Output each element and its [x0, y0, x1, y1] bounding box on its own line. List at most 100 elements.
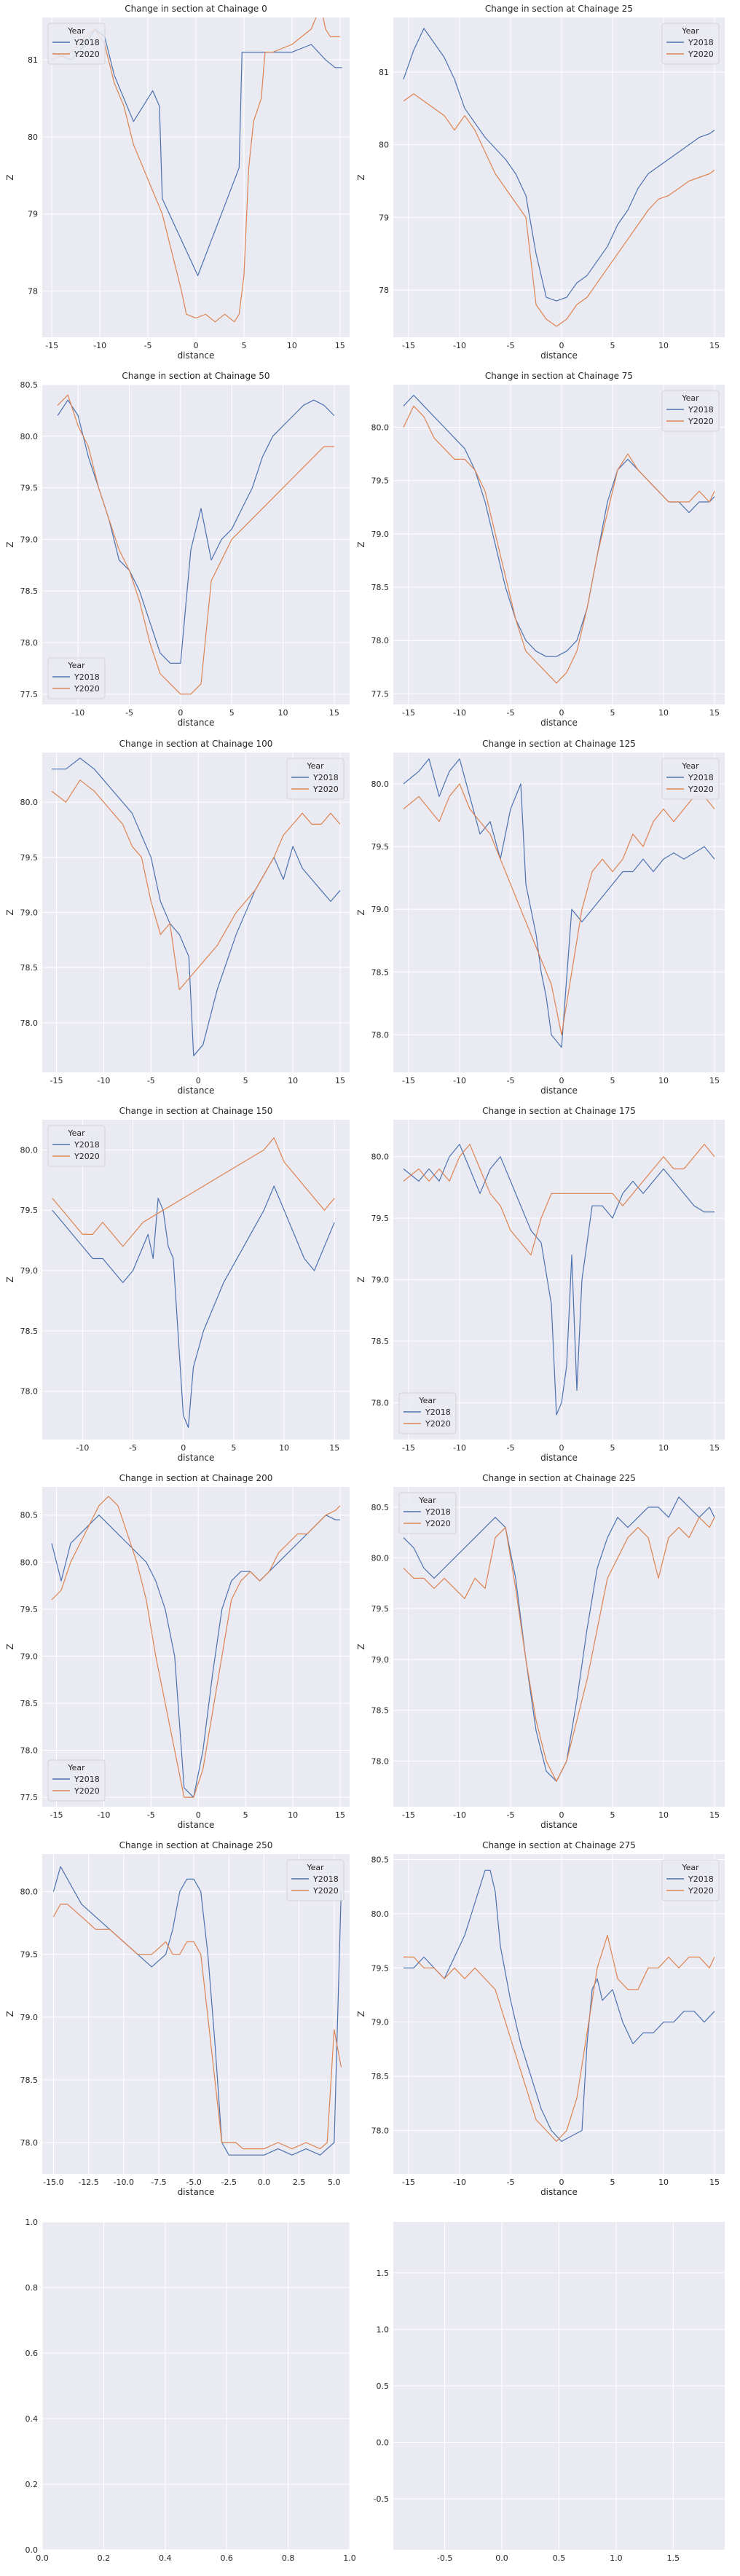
x-tick-label: 0.0: [258, 2178, 271, 2187]
legend-entry: Y2020: [688, 417, 714, 426]
x-axis-label: distance: [540, 1820, 578, 1830]
y-tick-label: 80.5: [20, 380, 39, 390]
x-tick-label: -10: [453, 341, 466, 350]
x-tick-label: 5.0: [328, 2178, 341, 2187]
legend-title: Year: [306, 1863, 324, 1872]
series-line-y2020: [404, 1935, 715, 2142]
x-tick-label: 15: [709, 1076, 720, 1085]
x-tick-label: 0.4: [159, 2553, 172, 2563]
chart-title: Change in section at Chainage 150: [119, 1106, 273, 1116]
plot-area: [42, 1487, 350, 1807]
y-tick-label: 78.0: [20, 638, 39, 648]
x-axis-label: distance: [540, 718, 578, 728]
y-tick-label: 78.0: [371, 1030, 390, 1040]
chart-title: Change in section at Chainage 25: [485, 4, 633, 14]
legend-title: Year: [681, 393, 699, 403]
y-tick-label: 78.5: [20, 1699, 39, 1708]
legend-title: Year: [67, 661, 85, 670]
x-tick-label: 15: [329, 708, 339, 718]
x-tick-label: 5: [610, 341, 615, 350]
chart-title: Change in section at Chainage 0: [125, 4, 267, 14]
x-tick-label: 10: [658, 708, 669, 718]
x-tick-label: -5.0: [186, 2178, 201, 2187]
legend-entry: Y2020: [688, 50, 714, 59]
x-axis-label: distance: [540, 350, 578, 361]
legend-entry: Y2018: [688, 405, 714, 415]
legend-entry: Y2020: [688, 785, 714, 794]
chart-panel-5: -15 -10 -5 0 5 10 15 78.0 78.5 79.0 79.5 80.0 Change…: [356, 739, 725, 1096]
y-tick-label: 78.0: [371, 636, 390, 645]
y-tick-label: 79.0: [20, 1266, 39, 1276]
chart-title: Change in section at Chainage 100: [119, 739, 273, 749]
x-tick-label: 1.0: [610, 2553, 623, 2563]
x-tick-label: -15: [50, 1076, 63, 1085]
series-line-y2018: [51, 1515, 340, 1798]
y-tick-label: 78.5: [371, 967, 390, 977]
y-axis-label: Z: [356, 174, 366, 180]
x-tick-label: 15: [709, 1443, 720, 1453]
x-tick-label: 0: [559, 1810, 564, 1820]
y-tick-label: 78.5: [371, 2072, 390, 2081]
x-tick-label: -7.5: [151, 2178, 166, 2187]
legend-entry: Y2018: [688, 38, 714, 47]
series-line-y2020: [403, 783, 715, 1036]
y-axis-label: Z: [5, 1276, 15, 1282]
legend-entry: Y2018: [312, 773, 339, 782]
legend-entry: Y2020: [425, 1419, 451, 1429]
x-tick-label: 15: [709, 708, 720, 718]
legend-entry: Y2018: [688, 773, 714, 782]
y-tick-label: 79.5: [371, 842, 390, 852]
x-tick-label: -10: [453, 2178, 466, 2187]
series-line-y2020: [51, 17, 340, 323]
x-tick-label: 5: [231, 1443, 236, 1453]
legend: Year Y2018 Y2020: [398, 1492, 457, 1534]
y-axis-label: Z: [356, 1276, 366, 1282]
x-tick-label: -10: [453, 1443, 466, 1453]
x-tick-label: 0: [181, 1443, 186, 1453]
legend: Year Y2018 Y2020: [47, 1125, 106, 1167]
legend-entry: Y2018: [425, 1507, 451, 1517]
legend-entry: Y2018: [74, 1140, 100, 1150]
x-tick-label: -5: [129, 1443, 137, 1453]
x-tick-label: 2.5: [293, 2178, 306, 2187]
legend-title: Year: [67, 1763, 85, 1772]
legend-title: Year: [67, 1128, 85, 1138]
chart-panel-9: -15 -10 -5 0 5 10 15 78.0 78.5 79.0 79.5 80.0 80.5 Ch…: [356, 1473, 725, 1830]
legend: Year Y2018 Y2020: [286, 1859, 345, 1901]
series-line-y2018: [403, 1144, 715, 1415]
y-tick-label: 79.5: [20, 1605, 39, 1614]
x-tick-label: -5: [507, 1810, 515, 1820]
x-axis-label: distance: [178, 2187, 215, 2197]
legend-title: Year: [681, 26, 699, 36]
y-tick-label: 78.5: [20, 586, 39, 596]
x-tick-label: 15: [329, 1443, 339, 1453]
legend-entry: Y2020: [688, 1886, 714, 1896]
x-tick-label: 15: [335, 1810, 345, 1820]
y-tick-label: 78.0: [371, 1756, 390, 1766]
y-axis-label: Z: [356, 1644, 366, 1649]
y-tick-label: 78.0: [20, 1018, 39, 1028]
x-tick-label: -10: [453, 1810, 466, 1820]
x-tick-label: 0.0: [36, 2553, 49, 2563]
y-tick-label: 79.5: [20, 853, 39, 863]
x-tick-label: 0: [194, 341, 199, 350]
y-axis-label: Z: [356, 2011, 366, 2017]
y-tick-label: 78.5: [20, 963, 39, 973]
y-tick-label: 79.5: [20, 484, 39, 493]
x-tick-label: -5: [125, 708, 133, 718]
x-tick-label: 10: [658, 2178, 669, 2187]
series-line-y2020: [57, 394, 334, 695]
legend: Year Y2018 Y2020: [661, 390, 720, 432]
series-line-y2018: [52, 757, 341, 1056]
x-tick-label: 15: [709, 1810, 720, 1820]
x-tick-label: -10: [93, 341, 106, 350]
x-tick-label: 0: [196, 1810, 201, 1820]
chart-title: Change in section at Chainage 175: [482, 1106, 636, 1116]
x-tick-label: -10: [76, 1443, 89, 1453]
x-tick-label: -15: [402, 341, 415, 350]
y-tick-label: 79.0: [20, 535, 39, 544]
series-line-y2020: [52, 1904, 342, 2150]
x-tick-label: 0: [559, 1076, 564, 1085]
y-axis-label: Z: [356, 541, 366, 547]
x-tick-label: 5: [610, 1810, 615, 1820]
